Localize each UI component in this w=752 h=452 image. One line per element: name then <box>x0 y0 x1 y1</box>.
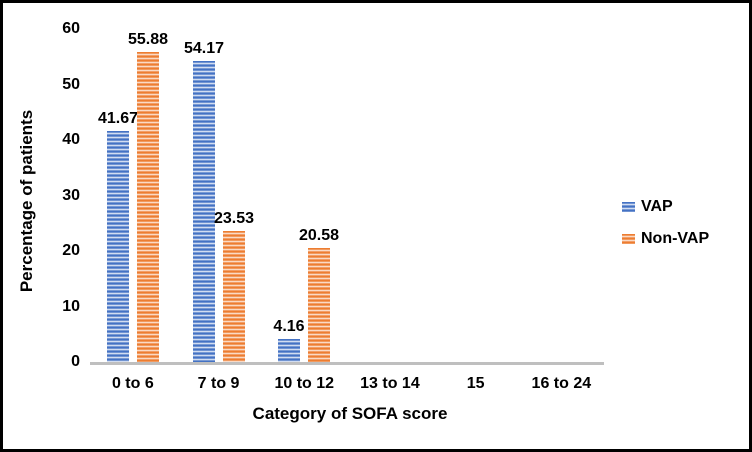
y-tick-label: 20 <box>62 242 80 259</box>
y-tick-label: 10 <box>62 297 80 315</box>
y-axis-title: Percentage of patients <box>17 109 36 293</box>
legend-label-vap: VAP <box>641 198 673 215</box>
legend-item-vap: VAP <box>622 198 709 216</box>
bar-non-vap-2 <box>308 248 330 362</box>
data-label: 20.58 <box>298 227 340 244</box>
bar-vap-0 <box>107 131 129 362</box>
vap-legend-swatch-icon <box>622 202 635 212</box>
x-axis-line <box>90 362 604 365</box>
x-tick-label: 10 to 12 <box>274 375 335 392</box>
legend: VAP Non-VAP <box>622 198 709 248</box>
y-tick-label: 40 <box>62 131 80 148</box>
x-tick-label: 15 <box>466 375 485 392</box>
data-label: 55.88 <box>127 31 169 48</box>
bar-vap-2 <box>278 339 300 362</box>
y-tick-label: 0 <box>71 353 80 370</box>
x-tick-label: 13 to 14 <box>360 375 420 392</box>
x-tick-label: 7 to 9 <box>197 375 240 392</box>
data-label: 54.17 <box>183 40 225 57</box>
y-tick-label: 30 <box>62 186 80 204</box>
data-label: 41.67 <box>97 110 139 127</box>
data-label: 4.16 <box>273 318 305 335</box>
bar-non-vap-0 <box>137 52 159 362</box>
non-vap-legend-swatch-icon <box>622 234 635 244</box>
data-label: 23.53 <box>213 210 255 227</box>
x-tick-label: 0 to 6 <box>111 375 154 392</box>
x-axis-title: Category of SOFA score <box>252 404 448 423</box>
bar-non-vap-1 <box>223 231 245 362</box>
x-tick-label: 16 to 24 <box>531 375 592 392</box>
legend-label-non-vap: Non-VAP <box>641 230 710 247</box>
y-tick-label: 50 <box>62 75 80 93</box>
bar-vap-1 <box>193 61 215 362</box>
legend-item-non-vap: Non-VAP <box>622 230 709 248</box>
y-tick-label: 60 <box>62 20 80 37</box>
